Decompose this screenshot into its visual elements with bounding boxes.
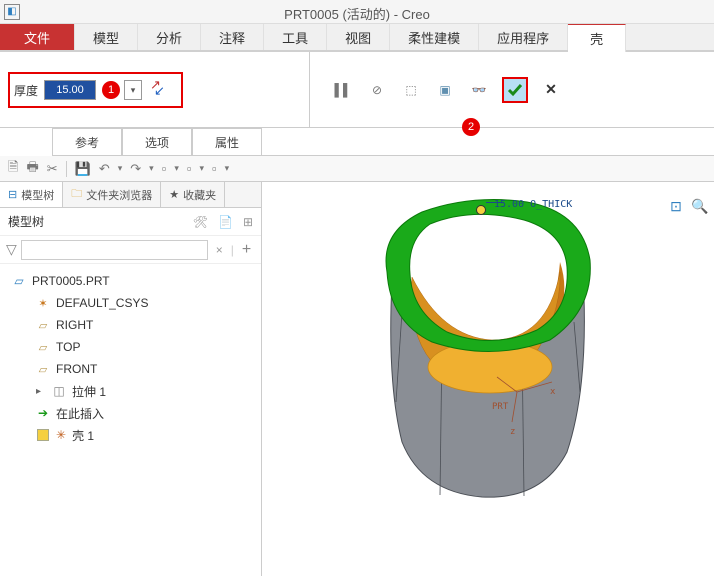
tree-front[interactable]: ▱FRONT — [8, 358, 253, 380]
tree-right[interactable]: ▱RIGHT — [8, 314, 253, 336]
tree-front-label: FRONT — [56, 362, 97, 376]
subtab-options[interactable]: 选项 — [122, 128, 192, 155]
redo-icon[interactable]: ↷ — [130, 161, 141, 177]
undo-dropdown[interactable]: ▾ — [118, 163, 123, 174]
menu-file[interactable]: 文件 — [0, 24, 75, 50]
confirm-button[interactable] — [502, 77, 528, 103]
model-3d — [292, 182, 672, 562]
filter-icon[interactable]: ▽ — [6, 241, 17, 258]
axis-prt: PRT — [492, 402, 508, 412]
no-icon[interactable]: ⊘ — [366, 79, 388, 101]
tree-top-label: TOP — [56, 340, 80, 354]
subtab-ref[interactable]: 参考 — [52, 128, 122, 155]
thickness-dropdown[interactable]: ▾ — [124, 80, 142, 100]
thickness-label: 厚度 — [14, 82, 38, 99]
tree-insert[interactable]: ➔在此插入 — [8, 402, 253, 424]
annotation-dot — [476, 205, 486, 215]
subtab-props[interactable]: 属性 — [192, 128, 262, 155]
pause-icon[interactable]: ▌▌ — [332, 79, 354, 101]
title-text: PRT0005 (活动的) - Creo — [284, 4, 430, 23]
panel-tab-model-tree[interactable]: ⊟模型树 — [0, 182, 63, 207]
viewport[interactable]: 15.00 O_THICK x z PRT ⊡ 🔍 — [262, 182, 714, 576]
panel-tool-2[interactable]: 📄 — [218, 215, 233, 229]
tree-top[interactable]: ▱TOP — [8, 336, 253, 358]
tool-icon-2[interactable]: ▫ — [187, 161, 192, 176]
filter-add[interactable]: + — [238, 241, 255, 259]
panel-tool-1[interactable]: 🛠 — [193, 215, 208, 229]
tree-right-label: RIGHT — [56, 318, 93, 332]
panel-header-title: 模型树 — [8, 213, 44, 230]
filter-clear[interactable]: × — [212, 243, 227, 257]
tool-icon-1[interactable]: ▫ — [162, 161, 167, 176]
menu-analysis[interactable]: 分析 — [138, 24, 201, 50]
axis-z: z — [510, 427, 515, 437]
print-icon[interactable]: 🖶 — [26, 158, 38, 180]
filter-input[interactable] — [21, 240, 208, 260]
panel-tab-fav-label: 收藏夹 — [183, 187, 216, 203]
tree-extrude-label: 拉伸 1 — [72, 383, 106, 400]
tree-root-label: PRT0005.PRT — [32, 274, 110, 288]
thickness-input[interactable] — [44, 80, 96, 100]
axis-x: x — [550, 387, 555, 397]
swap-direction-icon[interactable] — [148, 79, 170, 101]
menu-annotate[interactable]: 注释 — [201, 24, 264, 50]
cube-shaded-icon[interactable]: ▣ — [434, 79, 456, 101]
menu-tools[interactable]: 工具 — [264, 24, 327, 50]
tree-insert-label: 在此插入 — [56, 405, 104, 422]
redo-dropdown[interactable]: ▾ — [149, 163, 154, 174]
new-icon[interactable]: 🗎 — [8, 158, 18, 180]
panel-tool-3[interactable]: ⊞ — [243, 215, 253, 229]
separator — [66, 161, 67, 177]
annotation-text: 15.00 O_THICK — [494, 199, 572, 210]
panel-tab-model-tree-label: 模型树 — [21, 187, 54, 203]
cube-icon[interactable]: ⬚ — [400, 79, 422, 101]
tree-shell[interactable]: ✳壳 1 — [8, 424, 253, 446]
zoom-fit-icon[interactable]: ⊡ — [666, 196, 686, 216]
panel-tab-fav[interactable]: ★收藏夹 — [161, 182, 225, 207]
badge-1: 1 — [102, 81, 120, 99]
tool-icon-3[interactable]: ▫ — [212, 161, 217, 176]
menu-view[interactable]: 视图 — [327, 24, 390, 50]
tree-root[interactable]: ▱PRT0005.PRT — [8, 270, 253, 292]
app-icon: ◧ — [4, 4, 20, 20]
menu-flex[interactable]: 柔性建模 — [390, 24, 479, 50]
tree-shell-label: 壳 1 — [72, 427, 94, 444]
badge-2: 2 — [462, 118, 480, 136]
menu-model[interactable]: 模型 — [75, 24, 138, 50]
scissors-icon[interactable]: ✂ — [47, 161, 58, 177]
menu-apps[interactable]: 应用程序 — [479, 24, 568, 50]
tree-extrude[interactable]: ▸◫拉伸 1 — [8, 380, 253, 402]
undo-icon[interactable]: ↶ — [99, 161, 110, 177]
menu-shell[interactable]: 壳 — [568, 24, 626, 52]
tool-dropdown-3[interactable]: ▾ — [225, 163, 230, 174]
tree-csys-label: DEFAULT_CSYS — [56, 296, 148, 310]
glasses-icon[interactable]: 👓 — [468, 79, 490, 101]
tree-csys[interactable]: ✶DEFAULT_CSYS — [8, 292, 253, 314]
tool-dropdown-2[interactable]: ▾ — [199, 163, 204, 174]
cancel-button[interactable]: ✕ — [540, 79, 562, 101]
zoom-in-icon[interactable]: 🔍 — [690, 196, 710, 216]
filter-sep: | — [231, 243, 234, 257]
panel-tab-folder-label: 文件夹浏览器 — [86, 187, 152, 203]
save-icon[interactable]: 💾 — [75, 161, 91, 177]
tool-dropdown-1[interactable]: ▾ — [174, 163, 179, 174]
thickness-highlight-box: 厚度 1 ▾ — [8, 72, 183, 108]
panel-tab-folder[interactable]: 🗀文件夹浏览器 — [63, 182, 161, 207]
